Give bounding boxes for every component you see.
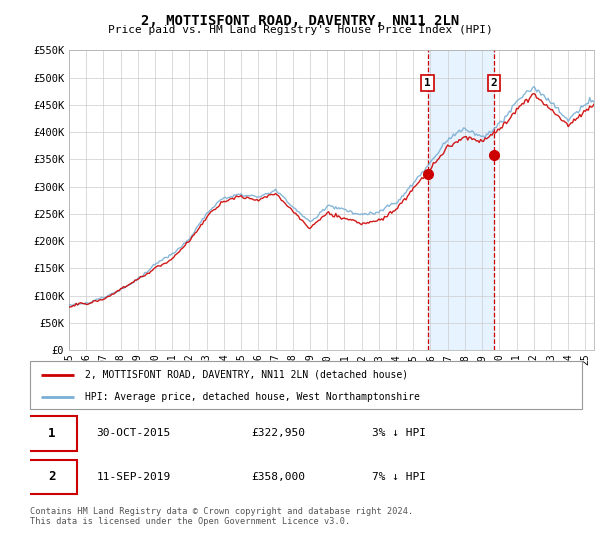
FancyBboxPatch shape — [27, 416, 77, 451]
Text: 2: 2 — [49, 470, 56, 483]
Text: 2, MOTTISFONT ROAD, DAVENTRY, NN11 2LN: 2, MOTTISFONT ROAD, DAVENTRY, NN11 2LN — [141, 14, 459, 28]
FancyBboxPatch shape — [30, 361, 582, 409]
Text: 1: 1 — [49, 427, 56, 440]
Text: £358,000: £358,000 — [251, 472, 305, 482]
Bar — [428, 50, 494, 350]
Text: 2, MOTTISFONT ROAD, DAVENTRY, NN11 2LN (detached house): 2, MOTTISFONT ROAD, DAVENTRY, NN11 2LN (… — [85, 370, 409, 380]
Text: Contains HM Land Registry data © Crown copyright and database right 2024.
This d: Contains HM Land Registry data © Crown c… — [30, 507, 413, 526]
Text: 1: 1 — [424, 78, 431, 88]
FancyBboxPatch shape — [27, 460, 77, 494]
Text: Price paid vs. HM Land Registry's House Price Index (HPI): Price paid vs. HM Land Registry's House … — [107, 25, 493, 35]
Text: 2: 2 — [491, 78, 497, 88]
Text: £322,950: £322,950 — [251, 428, 305, 438]
Text: 30-OCT-2015: 30-OCT-2015 — [96, 428, 170, 438]
Text: HPI: Average price, detached house, West Northamptonshire: HPI: Average price, detached house, West… — [85, 392, 420, 402]
Text: 7% ↓ HPI: 7% ↓ HPI — [372, 472, 426, 482]
Text: 11-SEP-2019: 11-SEP-2019 — [96, 472, 170, 482]
Text: 3% ↓ HPI: 3% ↓ HPI — [372, 428, 426, 438]
